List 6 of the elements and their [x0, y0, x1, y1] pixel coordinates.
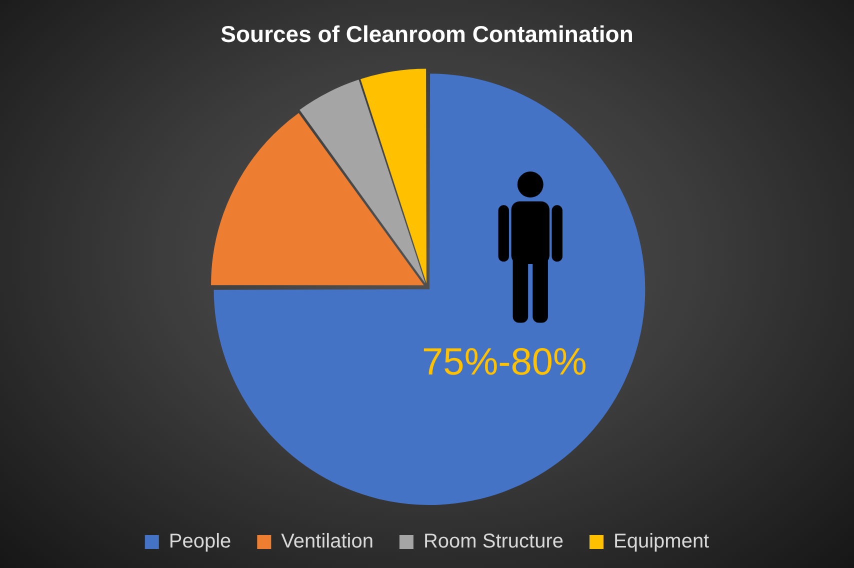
legend-label: Room Structure: [423, 530, 564, 553]
chart-title: Sources of Cleanroom Contamination: [220, 21, 634, 48]
data-label: 75%-80%: [422, 342, 587, 384]
legend-label: People: [168, 530, 232, 553]
legend-label: Ventilation: [281, 530, 374, 553]
legend-label: Equipment: [614, 530, 710, 553]
